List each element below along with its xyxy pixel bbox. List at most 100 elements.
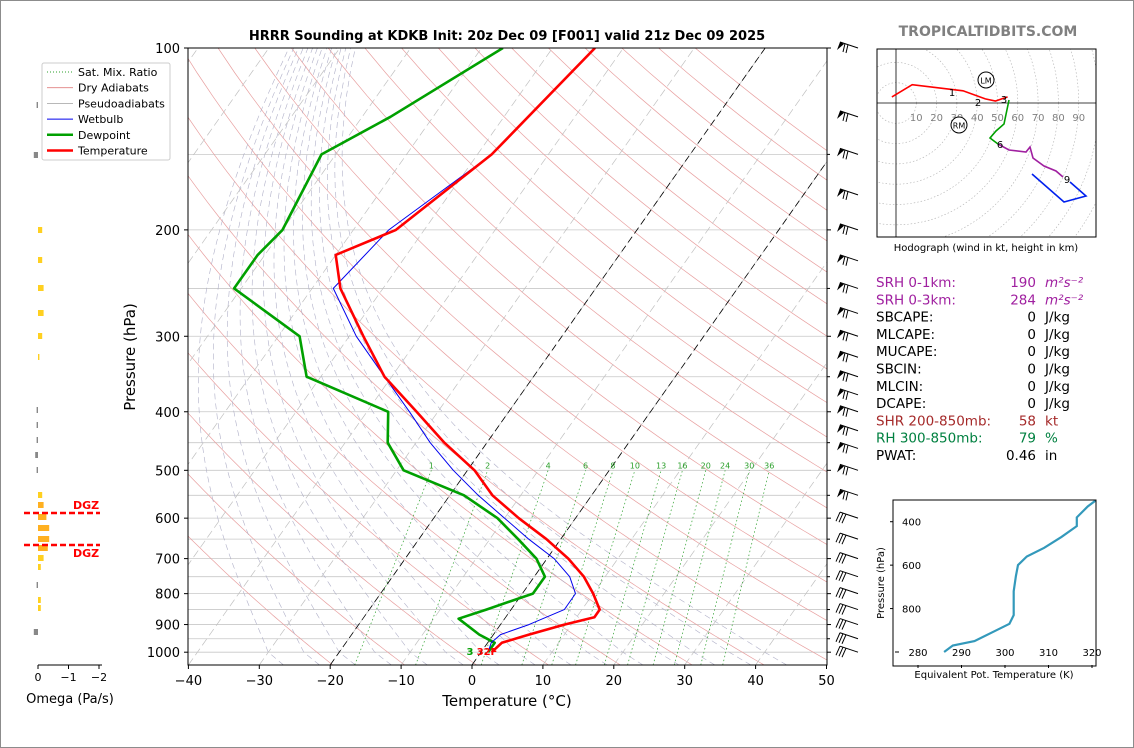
- wind-barb-feather: [838, 619, 844, 629]
- legend-label: Dry Adiabats: [78, 82, 149, 95]
- index-value: 0: [1027, 379, 1036, 395]
- theta-e-y-tick-label: 800: [902, 605, 921, 616]
- wind-barb-feather: [842, 352, 846, 362]
- pseudoadiabat-line: [310, 48, 644, 665]
- mixing-ratio-label: 10: [630, 461, 640, 470]
- wind-barb-feather: [842, 465, 846, 475]
- index-value: 0: [1027, 327, 1036, 343]
- wind-barb: [835, 632, 859, 644]
- mixing-ratio-label: 13: [656, 461, 666, 470]
- wind-barb: [835, 532, 859, 545]
- hodograph-panel: 10203040506070809012369LMRM Hodograph (w…: [876, 48, 1097, 254]
- skewt-background-lines: [188, 48, 827, 665]
- hodograph-frame: [876, 48, 1097, 238]
- isotherm-line: [755, 563, 827, 665]
- wind-barb-feather: [845, 444, 849, 454]
- y-tick-label: 1000: [147, 646, 180, 661]
- hodograph-height-label: 2: [975, 98, 981, 109]
- wind-barb-flag: [837, 370, 844, 379]
- wind-barb-staff: [839, 254, 859, 262]
- omega-tick-label: 0: [35, 671, 42, 684]
- theta-e-y-tick-label: 600: [902, 561, 921, 572]
- mixing-ratio-label: 16: [677, 461, 687, 470]
- wind-barb: [835, 587, 859, 599]
- wind-barb-feather: [838, 604, 844, 614]
- dgz-top-label: DGZ: [73, 499, 99, 512]
- brand-label: TROPICALTIDBITS.COM: [899, 24, 1078, 40]
- mixing-ratio-line: [480, 470, 549, 665]
- omega-bar: [33, 152, 38, 158]
- indices-table: SRH 0-1km: 190 m²s⁻² SRH 0-3km: 284 m²s⁻² SBCA…: [876, 275, 1084, 464]
- omega-bar: [38, 310, 44, 316]
- wind-barb-flag: [837, 223, 844, 232]
- hodograph-trace-0-3km: [891, 83, 1008, 102]
- legend-label: Wetbulb: [78, 113, 123, 126]
- hodograph-caption: Hodograph (wind in kt, height in km): [894, 243, 1079, 254]
- wind-barb-staff: [839, 441, 859, 449]
- wind-barb: [835, 618, 859, 630]
- pseudoadiabat-line: [251, 48, 428, 665]
- pseudoadiabat-line: [293, 48, 572, 665]
- pseudoadiabat-line: [283, 48, 536, 665]
- wind-barb-feather: [842, 149, 846, 159]
- x-tick-label: −10: [387, 674, 414, 689]
- index-name: SHR 200-850mb:: [876, 413, 991, 429]
- hodograph-height-label: 6: [997, 140, 1003, 151]
- pseudoadiabat-line: [326, 48, 716, 665]
- pseudoadiabat-line: [198, 48, 290, 665]
- isotherm-line: [188, 48, 270, 164]
- dry-adiabat-line: [364, 48, 827, 438]
- x-tick-label: 20: [606, 674, 623, 689]
- wind-barb-staff: [839, 110, 859, 118]
- wind-barb-feather: [841, 513, 847, 524]
- omega-bar: [36, 407, 38, 413]
- wind-barb-feather: [845, 257, 849, 266]
- omega-bar: [35, 452, 38, 458]
- wind-barb-feather: [845, 373, 849, 382]
- dry-adiabat-line: [327, 48, 827, 473]
- wind-barb: [837, 405, 859, 417]
- theta-e-x-tick-label: 290: [952, 648, 971, 659]
- wind-barb-feather: [841, 620, 847, 630]
- wind-barb-feather: [845, 284, 849, 294]
- omega-bar: [36, 102, 38, 108]
- index-name: SBCAPE:: [876, 310, 933, 326]
- omega-bar: [38, 492, 43, 498]
- y-tick-label: 800: [155, 588, 180, 603]
- omega-bar: [36, 422, 38, 428]
- mixing-ratio-labels: 1 2 4 6 8 10 13 16 20 24 30 36: [429, 461, 775, 470]
- y-tick-label: 400: [155, 406, 180, 421]
- wind-barb-feather: [841, 647, 847, 658]
- index-unit: J/kg: [1044, 379, 1070, 395]
- index-name: PWAT:: [876, 448, 916, 464]
- wind-barb-feather: [845, 391, 849, 400]
- dry-adiabat-line: [188, 535, 334, 665]
- omega-bar: [36, 437, 38, 443]
- dry-adiabat-line: [254, 48, 827, 545]
- wind-barb: [837, 350, 859, 363]
- omega-bar: [36, 467, 38, 473]
- index-name: RH 300-850mb:: [876, 431, 983, 447]
- isotherm-line: [188, 48, 553, 566]
- isotherm-line: [188, 48, 341, 264]
- wind-barb-staff: [839, 306, 859, 314]
- legend-label: Pseudoadiabats: [78, 97, 165, 110]
- hodograph-height-label: 9: [1064, 175, 1070, 186]
- x-tick-label: 40: [747, 674, 764, 689]
- isotherm-line: [188, 48, 482, 466]
- wind-barb-feather: [842, 407, 846, 416]
- wind-barb: [837, 370, 859, 382]
- wind-barb: [835, 603, 859, 615]
- mixing-ratio-label: 8: [610, 461, 615, 470]
- pseudoadiabat-line: [319, 48, 680, 665]
- wind-barb-feather: [845, 226, 849, 235]
- wind-barb-feather: [845, 491, 849, 501]
- hodograph-trace-3-6km: [988, 99, 1010, 145]
- mixing-ratio-line: [354, 470, 432, 665]
- index-unit: kt: [1045, 413, 1058, 429]
- minus20-isotherm: [329, 48, 766, 665]
- theta-e-x-tick-label: 300: [995, 648, 1014, 659]
- y-tick-label: 100: [155, 42, 180, 57]
- index-name: MLCIN:: [876, 379, 923, 395]
- isotherm-line: [400, 60, 827, 665]
